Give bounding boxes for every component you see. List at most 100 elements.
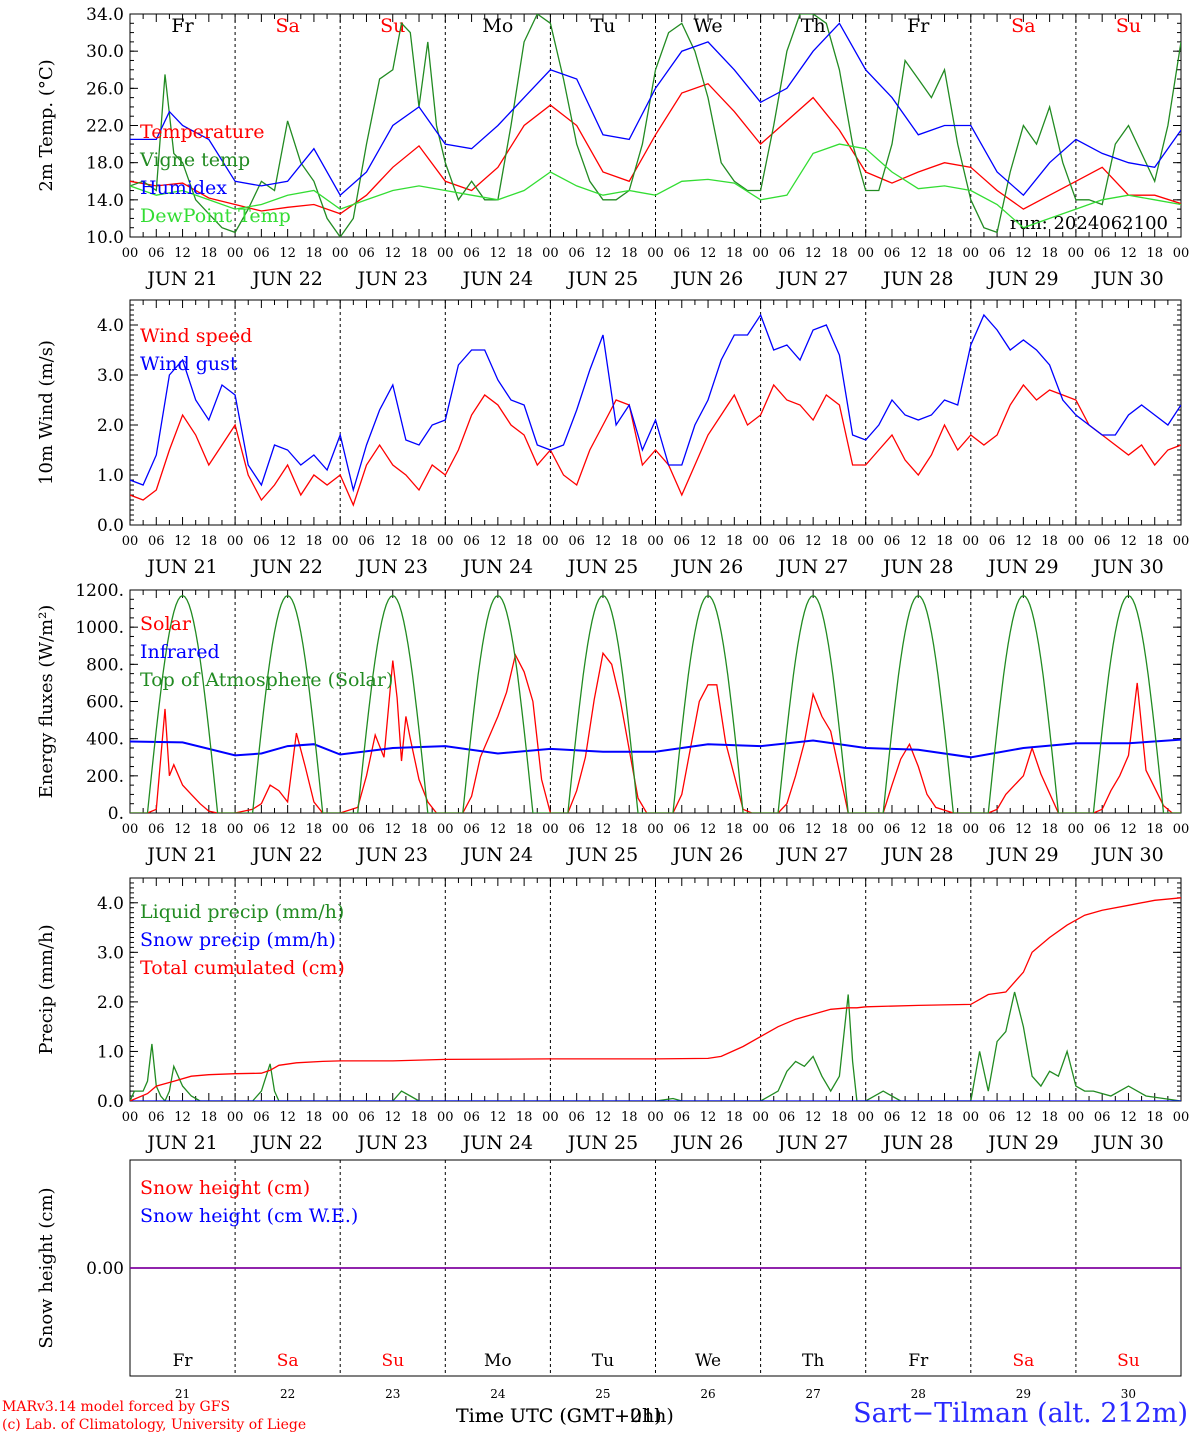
y-axis-label: 2m Temp. (°C) bbox=[36, 59, 57, 191]
day-label: JUN 28 bbox=[881, 1132, 953, 1154]
hour-tick-label: 00 bbox=[122, 534, 139, 549]
day-label: JUN 26 bbox=[671, 268, 743, 290]
y-tick-label: 2.0 bbox=[97, 993, 124, 1013]
hour-tick-label: 12 bbox=[595, 534, 612, 549]
day-label: JUN 24 bbox=[461, 1132, 533, 1154]
hour-tick-label: 18 bbox=[726, 246, 743, 261]
hour-tick-label: 06 bbox=[884, 534, 901, 549]
hour-tick-label: 12 bbox=[910, 534, 927, 549]
hour-tick-label: 06 bbox=[989, 534, 1006, 549]
hour-tick-label: 00 bbox=[752, 246, 769, 261]
hour-tick-label: 00 bbox=[647, 534, 664, 549]
plot-frame bbox=[129, 299, 1182, 526]
hour-tick-label: 18 bbox=[936, 246, 953, 261]
hour-tick-label: 12 bbox=[384, 534, 401, 549]
hour-tick-label: 18 bbox=[621, 822, 638, 837]
series-group bbox=[130, 594, 1181, 813]
hour-tick-label: 18 bbox=[831, 534, 848, 549]
y-tick-label: 18.0 bbox=[86, 154, 124, 174]
hour-tick-label: 00 bbox=[857, 1110, 874, 1125]
hour-tick-label: 18 bbox=[726, 534, 743, 549]
hour-tick-label: 00 bbox=[857, 246, 874, 261]
y-tick-label: 800. bbox=[86, 655, 124, 675]
day-label: JUN 30 bbox=[1091, 268, 1163, 290]
hour-tick-label: 00 bbox=[1068, 1110, 1085, 1125]
hour-tick-label: 06 bbox=[1094, 822, 1111, 837]
hour-tick-label: 12 bbox=[490, 534, 507, 549]
day-label: JUN 27 bbox=[776, 1132, 848, 1154]
y-tick-label: 34.0 bbox=[86, 5, 124, 25]
hour-tick-label: 18 bbox=[516, 1110, 533, 1125]
weekday-label: We bbox=[695, 1351, 721, 1371]
hour-tick-label: 06 bbox=[779, 534, 796, 549]
day-label: JUN 26 bbox=[671, 844, 743, 866]
hour-tick-label: 06 bbox=[779, 822, 796, 837]
y-tick-label: 0. bbox=[108, 804, 124, 824]
hour-tick-label: 12 bbox=[910, 246, 927, 261]
x-axis-title-a: Time UTC (GMT+01h) bbox=[456, 1405, 674, 1427]
series-line-wind-speed bbox=[130, 383, 1181, 507]
day-label: JUN 30 bbox=[1091, 844, 1163, 866]
day-label: JUN 28 bbox=[881, 556, 953, 578]
hour-tick-label: 00 bbox=[332, 246, 349, 261]
day-label: JUN 24 bbox=[461, 556, 533, 578]
hour-tick-label: 00 bbox=[437, 246, 454, 261]
hour-tick-label: 06 bbox=[148, 534, 165, 549]
hour-tick-label: 12 bbox=[910, 1110, 927, 1125]
hour-tick-label: 00 bbox=[963, 246, 980, 261]
hour-tick-label: 18 bbox=[936, 822, 953, 837]
day-label: JUN 21 bbox=[145, 844, 217, 866]
day-label: JUN 29 bbox=[986, 268, 1058, 290]
day-label: JUN 27 bbox=[776, 268, 848, 290]
series-line-temperature bbox=[130, 82, 1181, 215]
hour-tick-label: 06 bbox=[358, 1110, 375, 1125]
hour-tick-label: 18 bbox=[936, 534, 953, 549]
hour-tick-label: 18 bbox=[201, 822, 218, 837]
day-label: JUN 27 bbox=[776, 844, 848, 866]
hour-tick-label: 12 bbox=[700, 534, 717, 549]
hour-tick-label: 00 bbox=[332, 1110, 349, 1125]
hour-tick-label: 00 bbox=[1173, 1110, 1190, 1125]
hour-tick-label: 06 bbox=[884, 246, 901, 261]
hour-tick-label: 00 bbox=[122, 822, 139, 837]
hour-tick-label: 12 bbox=[1120, 246, 1137, 261]
y-axis-label: 10m Wind (m/s) bbox=[36, 340, 57, 485]
hour-tick-label: 00 bbox=[647, 822, 664, 837]
hour-tick-label: 12 bbox=[174, 822, 191, 837]
hour-tick-label: 00 bbox=[963, 534, 980, 549]
hour-tick-label: 00 bbox=[1068, 534, 1085, 549]
hour-tick-label: 12 bbox=[490, 822, 507, 837]
day-label: JUN 22 bbox=[250, 268, 322, 290]
hour-tick-label: 06 bbox=[148, 822, 165, 837]
hour-tick-label: 06 bbox=[674, 1110, 691, 1125]
day-number-label: 21 bbox=[175, 1387, 190, 1401]
weekday-label: Th bbox=[802, 1351, 824, 1371]
hour-tick-label: 06 bbox=[253, 534, 270, 549]
legend-entry: Infrared bbox=[140, 641, 220, 663]
legend-entry: Liquid precip (mm/h) bbox=[140, 901, 344, 923]
day-label: JUN 29 bbox=[986, 1132, 1058, 1154]
hour-tick-label: 12 bbox=[1015, 822, 1032, 837]
day-label: JUN 23 bbox=[356, 844, 428, 866]
day-label: JUN 21 bbox=[145, 268, 217, 290]
hour-tick-label: 00 bbox=[1068, 246, 1085, 261]
hour-tick-label: 18 bbox=[1146, 1110, 1163, 1125]
hour-tick-label: 06 bbox=[148, 246, 165, 261]
hour-tick-label: 12 bbox=[595, 822, 612, 837]
legend-entry: Solar bbox=[140, 613, 192, 635]
y-tick-label: 3.0 bbox=[97, 943, 124, 963]
hour-tick-label: 12 bbox=[279, 1110, 296, 1125]
hour-tick-label: 18 bbox=[936, 1110, 953, 1125]
y-tick-label: 4.0 bbox=[97, 316, 124, 336]
hour-tick-label: 18 bbox=[201, 534, 218, 549]
weekday-label: Sa bbox=[1011, 15, 1035, 37]
y-tick-label: 200. bbox=[86, 767, 124, 787]
hour-tick-label: 06 bbox=[989, 822, 1006, 837]
y-tick-label: 1.0 bbox=[97, 466, 124, 486]
hour-tick-label: 12 bbox=[279, 246, 296, 261]
hour-tick-label: 00 bbox=[752, 822, 769, 837]
hour-tick-label: 00 bbox=[857, 534, 874, 549]
day-label: JUN 21 bbox=[145, 1132, 217, 1154]
x-axis-title-b: Time UTC (GMT+2h) bbox=[456, 1405, 662, 1427]
series-group bbox=[130, 313, 1181, 507]
